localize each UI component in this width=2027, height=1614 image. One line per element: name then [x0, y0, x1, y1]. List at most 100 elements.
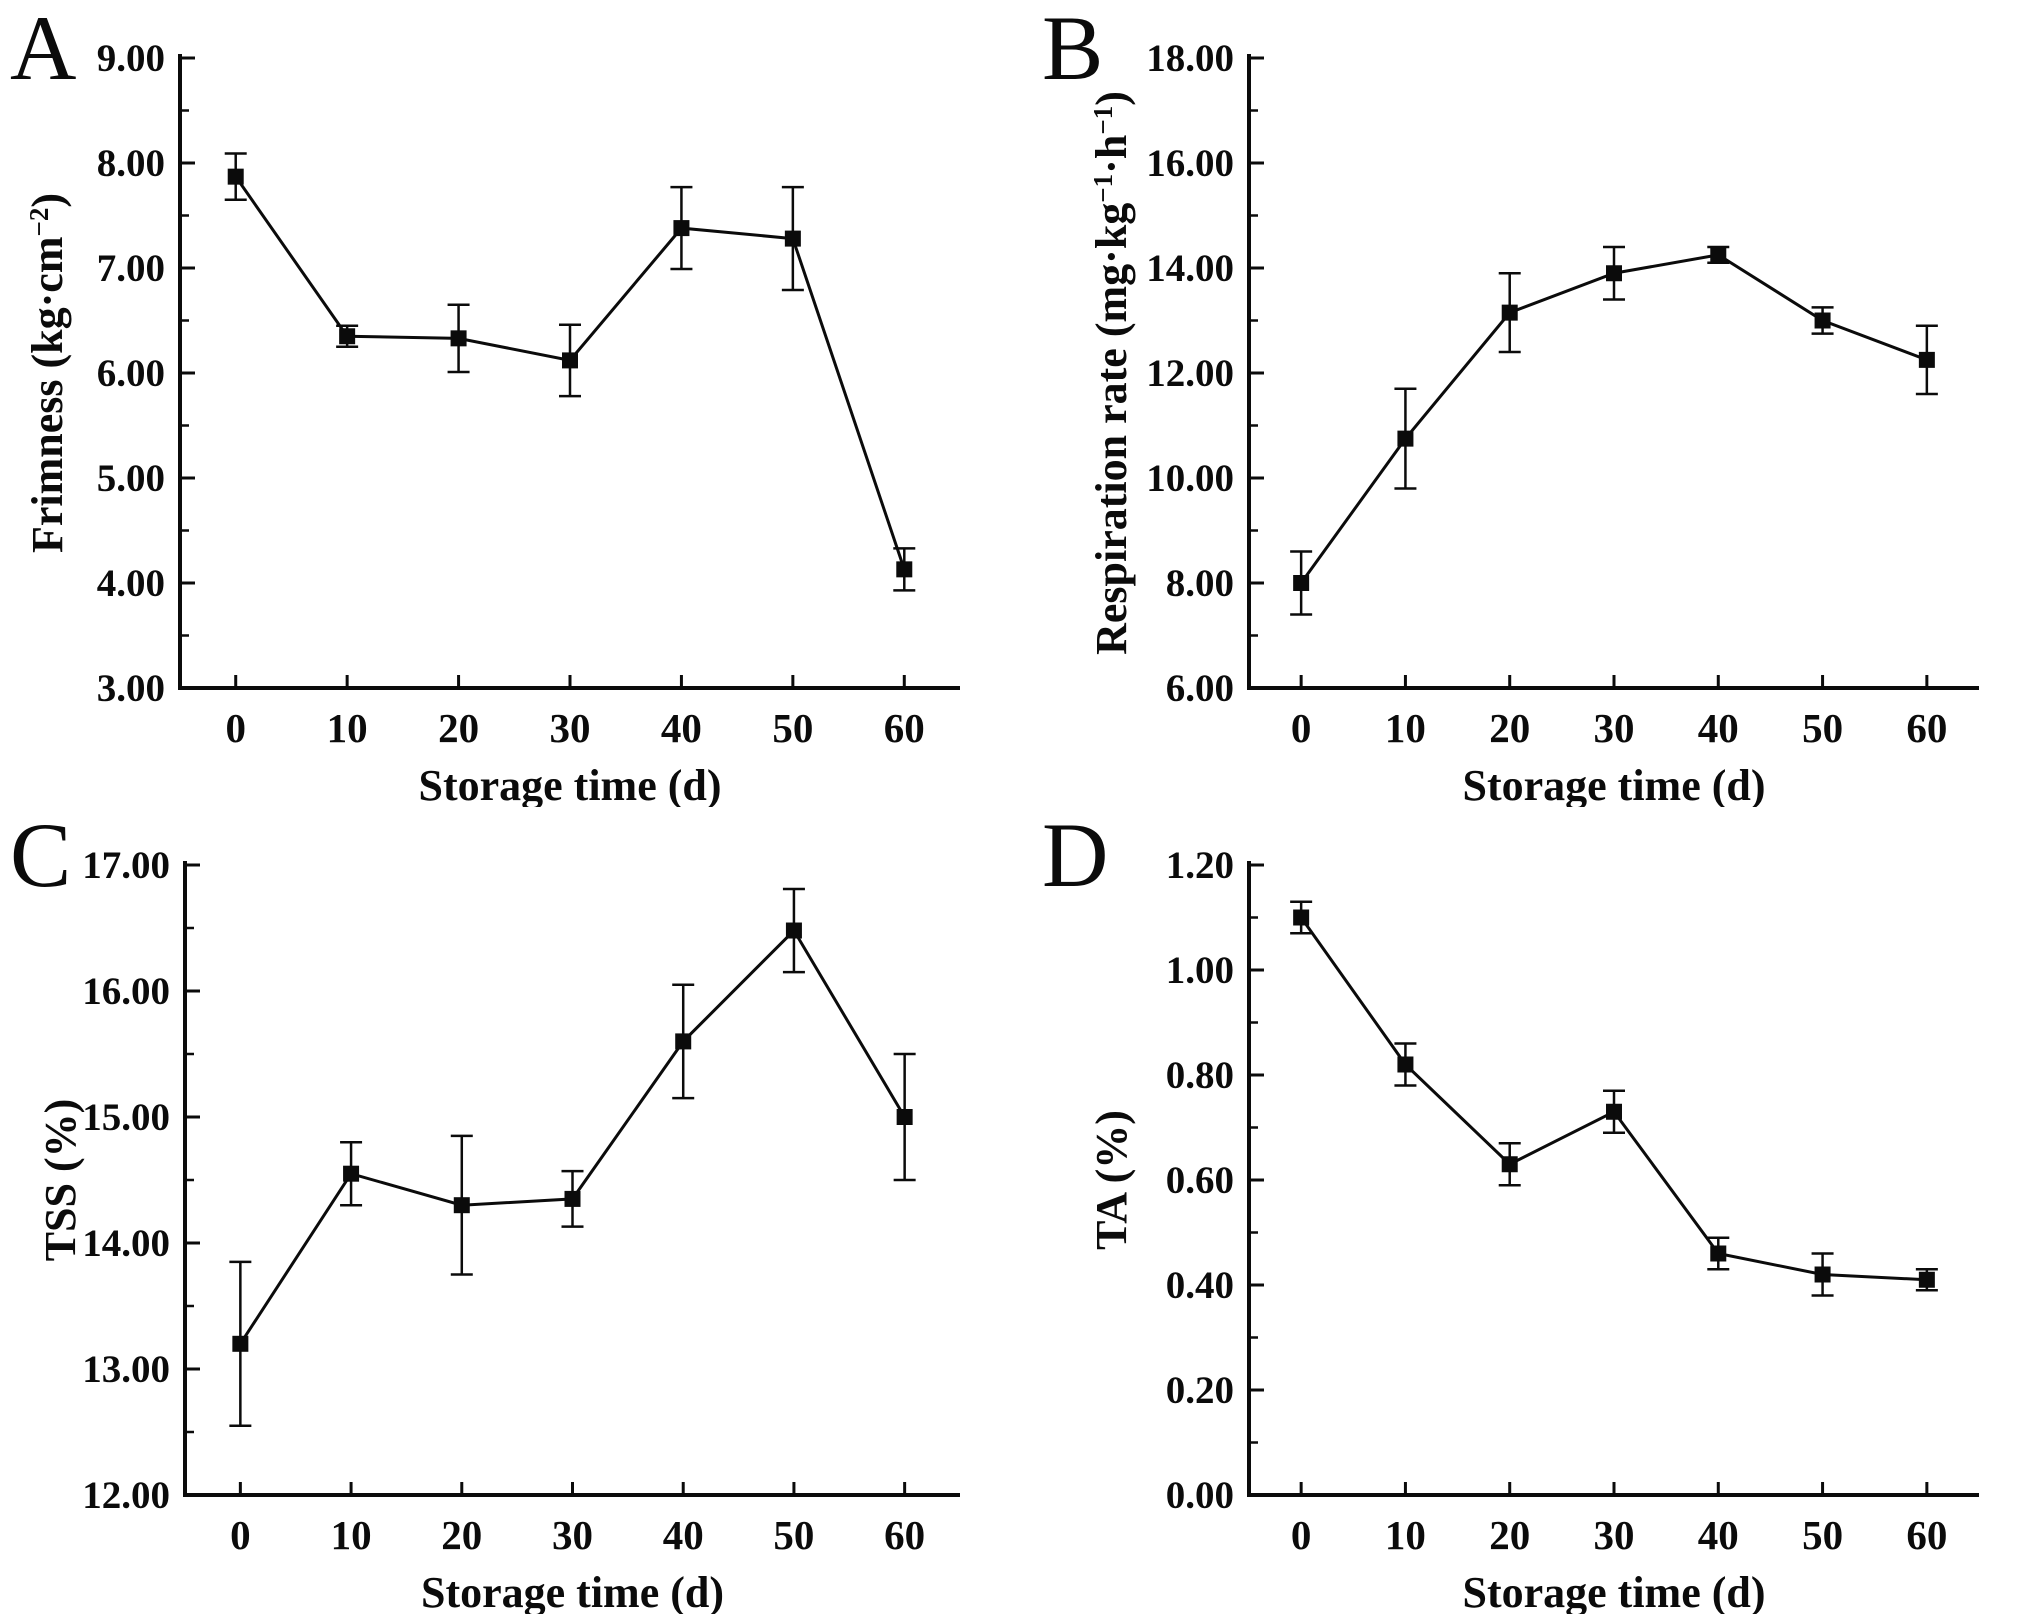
data-point — [896, 1109, 913, 1125]
y-tick-label: 6.00 — [97, 352, 165, 395]
data-point — [785, 922, 802, 939]
data-point — [232, 1335, 249, 1352]
x-tick-label: 50 — [773, 1512, 814, 1558]
data-point — [450, 330, 467, 347]
y-tick-label: 0.60 — [1166, 1159, 1234, 1202]
panel-c-tss: C 12.00 13.00 14.00 15.00 16.00 17.00 0 10 20 30 4… — [0, 807, 1013, 1614]
x-tick-label: 40 — [663, 1512, 704, 1558]
data-point — [227, 168, 244, 185]
x-tick-label: 20 — [438, 705, 479, 751]
data-point — [1293, 575, 1310, 591]
y-tick-label: 5.00 — [97, 457, 165, 500]
chart-b-respiration-svg: 6.00 8.00 10.00 12.00 14.00 16.00 18.00 0 10 20 30… — [1087, 37, 1979, 807]
x-tick-label: 10 — [327, 705, 368, 751]
x-tick-label: 40 — [1698, 1512, 1739, 1558]
x-axis-title: Storage time (d) — [421, 1568, 724, 1614]
data-point — [675, 1033, 692, 1050]
y-tick-label: 16.00 — [82, 970, 170, 1013]
x-tick-label: 30 — [1594, 705, 1635, 751]
y-tick-label: 0.80 — [1166, 1054, 1234, 1097]
y-tick-label: 3.00 — [97, 667, 165, 710]
chart-a-firmness-svg: 3.00 4.00 5.00 6.00 7.00 8.00 9.00 0 10 20 30 40 50 6… — [23, 37, 960, 807]
y-tick-label: 1.20 — [1166, 844, 1234, 887]
data-point — [564, 1190, 581, 1207]
y-tick-label: 17.00 — [82, 844, 170, 887]
data-point — [1814, 312, 1831, 329]
y-tick-label: 7.00 — [97, 247, 165, 290]
y-tick-label: 13.00 — [82, 1348, 170, 1391]
x-tick-label: 30 — [550, 705, 591, 751]
y-tick-label: 12.00 — [82, 1474, 170, 1517]
data-point — [1397, 1056, 1414, 1073]
y-tick-label: 0.40 — [1166, 1264, 1234, 1307]
data-point — [343, 1165, 360, 1182]
data-point — [1501, 304, 1518, 321]
data-point — [562, 352, 578, 369]
x-tick-label: 10 — [1385, 705, 1426, 751]
data-point — [1501, 1156, 1518, 1173]
x-tick-label: 50 — [1802, 705, 1843, 751]
data-point — [1918, 1271, 1935, 1288]
y-tick-label: 9.00 — [97, 37, 165, 80]
y-tick-label: 18.00 — [1146, 37, 1234, 80]
x-axis-title: Storage time (d) — [1462, 1568, 1765, 1614]
y-tick-label: 16.00 — [1146, 142, 1234, 185]
data-point — [784, 230, 801, 247]
x-tick-label: 0 — [225, 705, 246, 751]
panel-b-letter: B — [1042, 0, 1104, 99]
panel-a-firmness: A 3.00 4.00 5.00 6.00 7.00 8.00 9.00 0 10 20 30 40 5… — [0, 0, 1013, 807]
x-axis-title: Storage time (d) — [1462, 761, 1765, 807]
x-tick-label: 60 — [1906, 1512, 1947, 1558]
x-tick-label: 40 — [1698, 705, 1739, 751]
y-axis-title: TSS (%) — [36, 1099, 85, 1262]
data-point — [896, 561, 913, 578]
y-tick-label: 4.00 — [97, 562, 165, 605]
data-line — [1299, 253, 1928, 584]
y-tick-label: 6.00 — [1166, 667, 1234, 710]
panel-c-letter: C — [10, 804, 72, 906]
x-tick-label: 0 — [1291, 705, 1312, 751]
y-axis-title: Respiration rate (mg·kg−1·h−1) — [1087, 91, 1136, 655]
x-tick-label: 20 — [441, 1512, 482, 1558]
data-point — [1293, 909, 1310, 926]
x-tick-label: 0 — [1291, 1512, 1312, 1558]
y-tick-label: 8.00 — [97, 142, 165, 185]
panel-a-letter: A — [10, 0, 77, 99]
y-tick-label: 8.00 — [1166, 562, 1234, 605]
y-tick-label: 15.00 — [82, 1096, 170, 1139]
x-tick-label: 20 — [1489, 1512, 1530, 1558]
x-tick-label: 60 — [884, 705, 925, 751]
x-tick-label: 50 — [772, 705, 813, 751]
y-tick-label: 10.00 — [1146, 457, 1234, 500]
x-axis-title: Storage time (d) — [418, 761, 721, 807]
y-tick-label: 12.00 — [1146, 352, 1234, 395]
x-tick-label: 50 — [1802, 1512, 1843, 1558]
x-tick-label: 20 — [1489, 705, 1530, 751]
x-tick-label: 60 — [1906, 705, 1947, 751]
x-tick-label: 0 — [230, 1512, 251, 1558]
y-tick-label: 14.00 — [82, 1222, 170, 1265]
chart-c-tss-svg: 12.00 13.00 14.00 15.00 16.00 17.00 0 10 20 30 40 5… — [36, 844, 960, 1614]
x-tick-label: 30 — [552, 1512, 593, 1558]
panel-b-respiration-rate: B 6.00 8.00 10.00 12.00 14.00 16.00 18.00 0 10 20… — [1014, 0, 2027, 807]
y-axis-title: TA (%) — [1087, 1110, 1136, 1250]
data-point — [1397, 430, 1414, 447]
x-tick-label: 10 — [1385, 1512, 1426, 1558]
y-tick-label: 0.20 — [1166, 1369, 1234, 1412]
y-tick-label: 0.00 — [1166, 1474, 1234, 1517]
x-tick-label: 10 — [331, 1512, 372, 1558]
panel-d-ta: D 0.00 0.20 0.40 0.60 0.80 1.00 1.20 0 10 20 30 40 5… — [1014, 807, 2027, 1614]
data-point — [1918, 351, 1935, 368]
data-point — [673, 220, 690, 237]
data-line — [239, 928, 906, 1345]
data-point — [1710, 1245, 1727, 1262]
data-point — [339, 328, 356, 345]
x-tick-label: 30 — [1594, 1512, 1635, 1558]
data-point — [1710, 246, 1727, 263]
chart-d-ta-svg: 0.00 0.20 0.40 0.60 0.80 1.00 1.20 0 10 20 30 40 50 6… — [1087, 844, 1979, 1614]
data-point — [453, 1197, 470, 1214]
panel-d-letter: D — [1042, 804, 1109, 906]
data-point — [1606, 265, 1622, 282]
x-tick-label: 60 — [884, 1512, 925, 1558]
